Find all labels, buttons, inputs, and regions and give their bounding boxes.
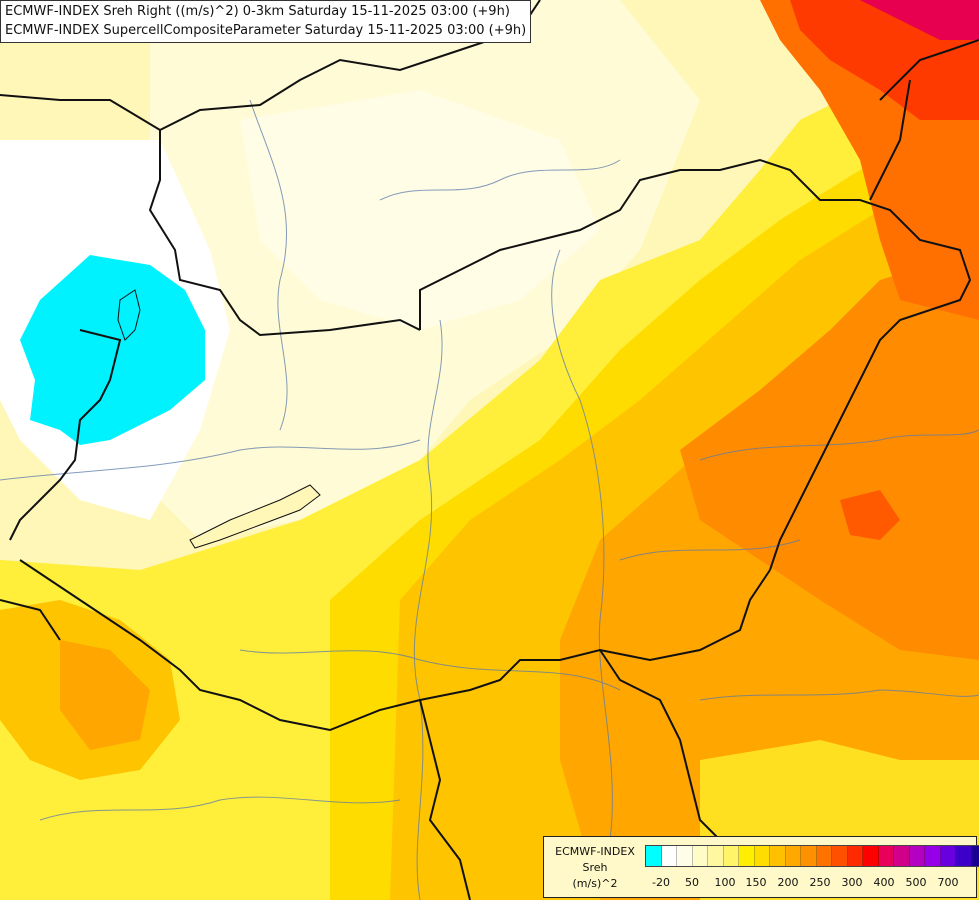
shade-cyan-west — [20, 255, 205, 445]
legend-swatch — [723, 846, 739, 866]
shade-crimson-ne — [860, 0, 979, 40]
border-south-bosnia — [419, 699, 471, 900]
legend-swatch — [661, 846, 677, 866]
legend-tick-label: 250 — [809, 876, 831, 889]
legend-swatch — [878, 846, 894, 866]
lake-neusiedl — [117, 289, 141, 341]
border-romania-ne — [879, 39, 979, 101]
rivers — [0, 99, 979, 900]
shade-pale-north-2 — [240, 90, 600, 330]
legend-swatch — [894, 846, 910, 866]
legend-swatch — [692, 846, 708, 866]
legend-swatch — [708, 846, 724, 866]
legend-swatches — [645, 845, 979, 867]
river-5 — [699, 429, 979, 461]
river-1 — [413, 319, 443, 900]
legend-swatch — [847, 846, 863, 866]
river-6 — [239, 649, 621, 691]
legend-units: (m/s)^2 — [572, 877, 618, 890]
legend-tick-label: 100 — [714, 876, 736, 889]
legend-swatch — [925, 846, 941, 866]
border-west — [9, 329, 122, 541]
legend-title: ECMWF-INDEX — [555, 845, 635, 858]
legend-swatch — [940, 846, 956, 866]
color-legend: ECMWF-INDEX Sreh (m/s)^2 -20 50 100 150 200 2… — [543, 836, 979, 898]
legend-swatch — [971, 846, 979, 866]
shade-orange-spot — [840, 490, 900, 540]
river-7 — [699, 689, 979, 701]
legend-tick-label: 300 — [841, 876, 863, 889]
legend-swatch — [754, 846, 770, 866]
legend-swatch — [770, 846, 786, 866]
legend-swatch — [739, 846, 755, 866]
river-3 — [249, 99, 288, 431]
border-romania-east — [869, 79, 911, 201]
legend-swatch — [816, 846, 832, 866]
title-line-scp: ECMWF-INDEX SupercellCompositeParameter … — [5, 23, 527, 38]
legend-swatch — [801, 846, 817, 866]
legend-tick-label: 50 — [685, 876, 699, 889]
legend-tick-label: 400 — [873, 876, 895, 889]
legend-field: Sreh — [582, 861, 608, 874]
map-title-box: ECMWF-INDEX Sreh Right ((m/s)^2) 0-3km S… — [0, 0, 532, 43]
title-line-sreh: ECMWF-INDEX Sreh Right ((m/s)^2) 0-3km S… — [5, 4, 510, 19]
lake-balaton — [189, 484, 321, 549]
border-hungary-north — [419, 158, 972, 330]
border-east — [769, 309, 931, 571]
border-southeast — [19, 559, 771, 732]
river-10 — [39, 796, 401, 821]
shade-orange2-east — [680, 250, 979, 660]
legend-tick-label: 500 — [905, 876, 927, 889]
border-west-slovenia — [0, 599, 61, 641]
legend-tick-label: 200 — [777, 876, 799, 889]
legend-swatch — [646, 846, 662, 866]
river-2 — [551, 249, 613, 841]
legend-tick-label: -20 — [652, 876, 670, 889]
shade-orange-sw-2 — [60, 640, 150, 750]
legend-swatch — [863, 846, 879, 866]
legend-tick-label: 700 — [937, 876, 959, 889]
border-north — [0, 94, 421, 337]
legend-tick-label: 150 — [745, 876, 767, 889]
legend-swatch — [785, 846, 801, 866]
legend-swatch — [677, 846, 693, 866]
river-8 — [379, 159, 621, 201]
legend-swatch — [956, 846, 972, 866]
river-4 — [0, 439, 421, 481]
legend-swatch — [909, 846, 925, 866]
legend-swatch — [832, 846, 848, 866]
